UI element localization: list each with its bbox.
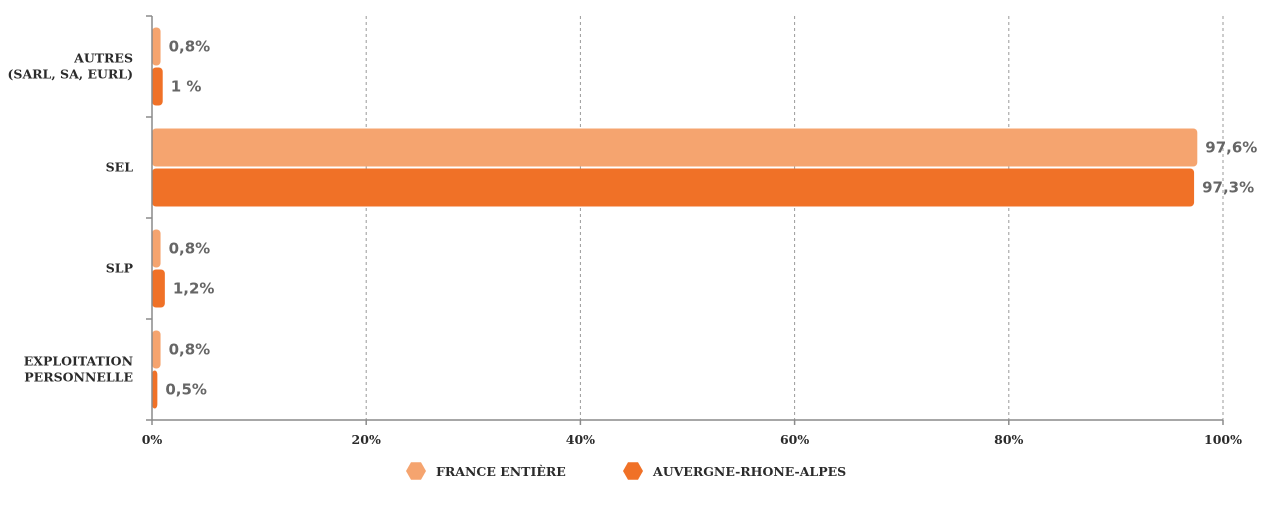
legend-swatch-icon [406,462,426,480]
value-label: 0,8% [169,341,211,359]
bar [152,269,165,308]
x-tick-label: 20% [352,432,381,447]
value-label: 0,5% [165,381,207,399]
category-label: SEL [106,160,134,175]
bar [152,168,1195,207]
legend-label: FRANCE ENTIÈRE [436,464,566,479]
labels: 0,8% 1 % AUTRES(SARL, SA, EURL) 97,6% 97,3% S… [8,38,1258,448]
x-tick-label: 0% [142,432,163,447]
bar [152,229,161,268]
category-label: AUTRES [73,51,133,66]
x-tick-label: 80% [994,432,1023,447]
bars [152,27,1198,409]
x-tick-label: 40% [566,432,595,447]
bar [152,67,163,106]
bar [152,128,1198,167]
legend: FRANCE ENTIÈRE AUVERGNE-RHONE-ALPES [406,462,846,480]
value-label: 0,8% [169,38,211,56]
bar [152,27,161,66]
legend-swatch-icon [623,462,643,480]
bar [152,330,161,369]
value-label: 1,2% [173,280,215,298]
category-label: SLP [106,261,134,276]
gridlines [365,16,1224,420]
category-label: EXPLOITATION [24,354,133,369]
x-tick-label: 100% [1204,432,1242,447]
legend-label: AUVERGNE-RHONE-ALPES [652,464,846,479]
category-label: PERSONNELLE [24,370,133,385]
value-label: 97,6% [1205,139,1257,157]
value-label: 97,3% [1202,179,1254,197]
x-tick-label: 60% [780,432,809,447]
bar [152,370,158,409]
axes [146,15,1224,425]
category-label: (SARL, SA, EURL) [8,67,133,82]
value-label: 0,8% [169,240,211,258]
value-label: 1 % [171,78,202,96]
